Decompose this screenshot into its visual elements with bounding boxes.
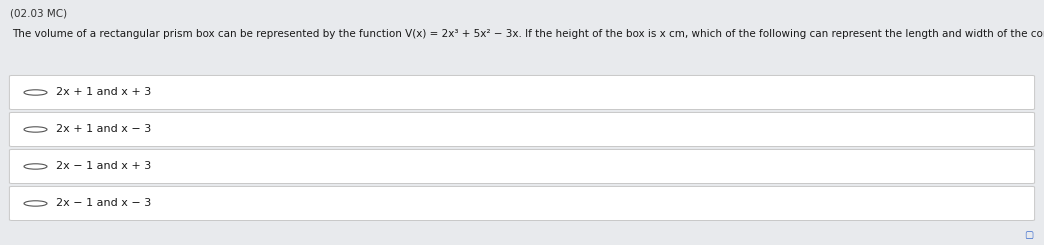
Text: (02.03 MC): (02.03 MC) — [10, 9, 68, 19]
Text: 2x − 1 and x − 3: 2x − 1 and x − 3 — [56, 198, 151, 208]
Text: ▢: ▢ — [1024, 230, 1034, 240]
Text: 2x + 1 and x + 3: 2x + 1 and x + 3 — [56, 87, 151, 98]
Text: 2x + 1 and x − 3: 2x + 1 and x − 3 — [56, 124, 151, 135]
Text: 2x − 1 and x + 3: 2x − 1 and x + 3 — [56, 161, 151, 172]
Text: The volume of a rectangular prism box can be represented by the function V(x) = : The volume of a rectangular prism box ca… — [13, 29, 1044, 39]
